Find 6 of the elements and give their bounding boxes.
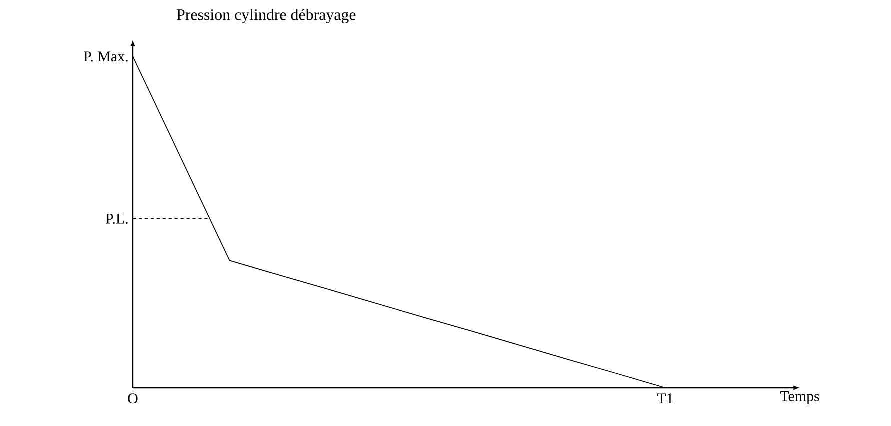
ref-line-label: P.L.	[106, 214, 128, 224]
text: P. Max.	[84, 52, 128, 62]
chart-title: Pression cylindre débrayage	[176, 9, 356, 24]
x-axis-title: Temps	[780, 392, 820, 404]
x-tick-label: T1	[657, 394, 673, 404]
x-tick-label: O	[128, 394, 138, 404]
